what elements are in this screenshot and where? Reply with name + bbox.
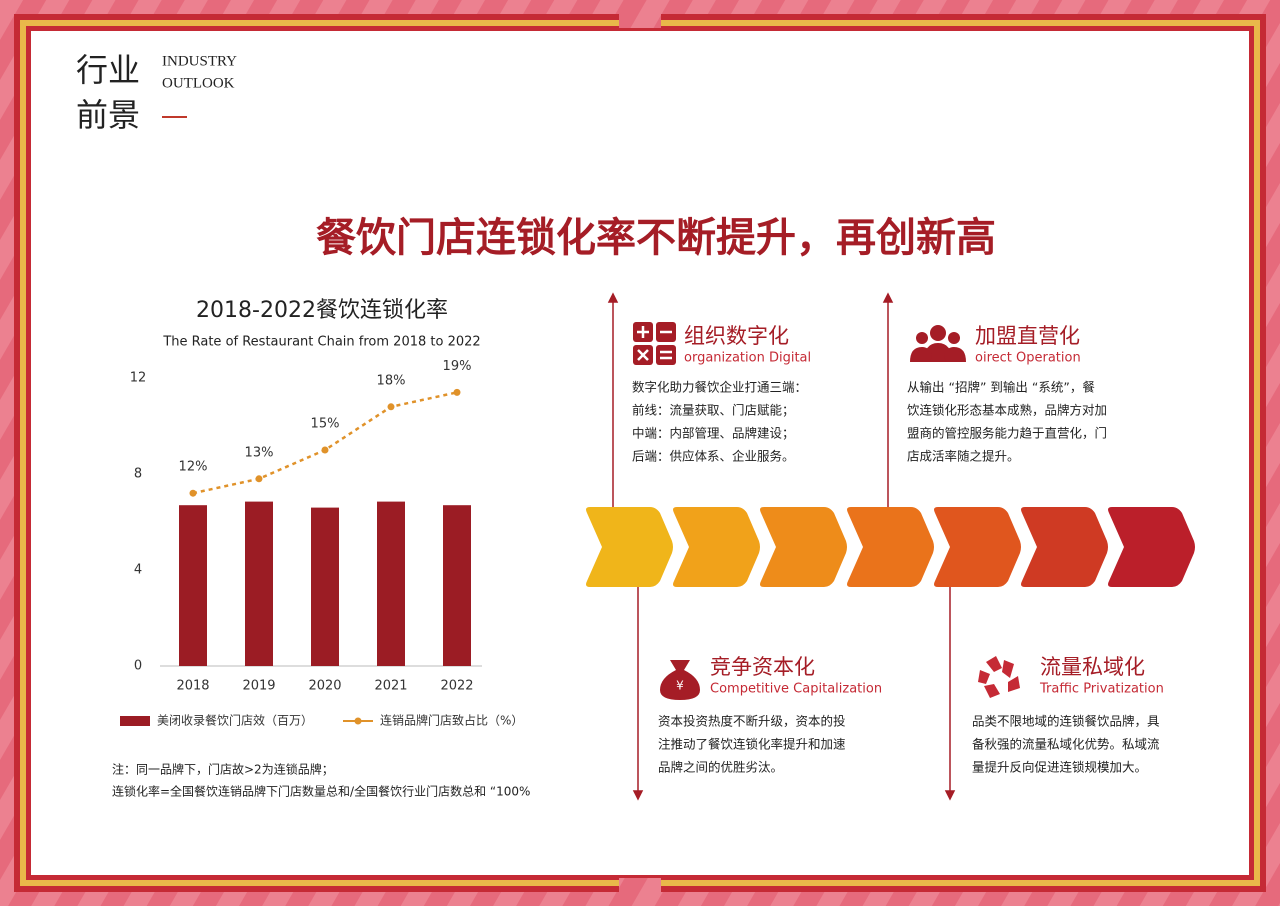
note: 连锁化率=全国餐饮连销品牌下门店数量总和/全国餐饮行业门店数总和 “100%	[112, 784, 530, 799]
step-text: 资本投资热度不断升级，资本的投	[658, 714, 846, 729]
chart-subtitle: The Rate of Restaurant Chain from 2018 t…	[162, 335, 480, 350]
step-text: 备秋强的流量私域化优势。私域流	[972, 737, 1160, 752]
chevron	[1021, 507, 1108, 587]
y-tick-label: 0	[134, 659, 142, 674]
bar	[377, 501, 405, 666]
value-label: 18%	[377, 373, 406, 388]
step-subtitle: Traffic Privatization	[1039, 682, 1164, 697]
legend-swatch	[354, 717, 362, 725]
x-tick-label: 2018	[176, 679, 209, 694]
step-text: 品类不限地域的连锁餐饮品牌，具	[972, 714, 1160, 729]
step-subtitle: Competitive Capitalization	[710, 682, 882, 697]
line-point	[189, 489, 197, 497]
icon-traffic	[978, 656, 1020, 698]
icon-digital	[633, 322, 676, 365]
step-title: 加盟直营化	[975, 324, 1080, 348]
x-tick-label: 2019	[242, 679, 275, 694]
panel	[31, 31, 1249, 875]
step-text: 从输出 “招牌” 到输出 “系统”，餐	[907, 380, 1095, 395]
step-text: 饮连锁化形态基本成熟，品牌方对加	[907, 403, 1107, 418]
step-text: 量提升反向促进连锁规模加大。	[972, 760, 1147, 775]
legend-swatch	[120, 716, 150, 726]
step-text: 品牌之间的优胜劣汰。	[658, 760, 783, 775]
step-text: 后端：供应体系、企业服务。	[632, 449, 795, 464]
connectors	[607, 292, 956, 801]
y-tick-label: 12	[130, 371, 147, 386]
step-text: 店成活率随之提升。	[907, 449, 1020, 464]
y-tick-label: 8	[134, 467, 142, 482]
step-subtitle: oirect Operation	[975, 351, 1081, 366]
legend-label: 美闭收录餐饮门店效（百万）	[157, 713, 313, 728]
step-text: 盟商的管控服务能力趋于直营化，门	[907, 426, 1107, 441]
fold-top	[619, 14, 661, 28]
x-tick-label: 2022	[440, 679, 473, 694]
chevron	[586, 507, 673, 587]
step-text: 前线：流量获取、门店赋能；	[632, 403, 795, 418]
chevrons	[586, 507, 1195, 587]
bar	[311, 507, 339, 666]
step-text: 注推动了餐饮连锁化率提升和加速	[658, 737, 846, 752]
y-tick-label: 4	[134, 563, 142, 578]
chart-title: 2018-2022餐饮连锁化率	[196, 298, 448, 323]
header-subtitle: OUTLOOK	[162, 75, 235, 91]
bar	[245, 501, 273, 666]
chevron	[1108, 507, 1195, 587]
svg-text:¥: ¥	[676, 679, 684, 693]
step-text: 数字化助力餐饮企业打通三端：	[632, 380, 807, 395]
icon-operation	[910, 325, 966, 362]
step-title: 流量私域化	[1040, 655, 1145, 679]
value-label: 12%	[179, 460, 208, 475]
icon-capital: ¥	[660, 660, 700, 700]
arrow	[882, 292, 894, 303]
x-tick-label: 2020	[308, 679, 341, 694]
bar	[443, 505, 471, 666]
chevron	[847, 507, 934, 587]
header-title: 行业	[76, 51, 140, 89]
legend-label: 连销品牌门店致占比（%）	[380, 713, 523, 728]
value-label: 15%	[311, 417, 340, 432]
chevron	[760, 507, 847, 587]
header-subtitle: INDUSTRY	[162, 53, 237, 69]
fold-bottom	[619, 878, 661, 892]
arrow	[607, 292, 619, 303]
step-subtitle: organization Digital	[684, 351, 811, 366]
line-point	[255, 475, 263, 483]
header-title: 前景	[76, 96, 140, 134]
line-point	[321, 446, 329, 454]
chevron	[934, 507, 1021, 587]
step-text: 中端：内部管理、品牌建设；	[632, 426, 795, 441]
line-point	[387, 403, 395, 411]
step-title: 竞争资本化	[710, 655, 815, 679]
x-tick-label: 2021	[374, 679, 407, 694]
step-title: 组织数字化	[684, 324, 789, 348]
chevron	[673, 507, 760, 587]
arrow	[632, 790, 644, 801]
line-point	[453, 388, 461, 396]
headline: 餐饮门店连锁化率不断提升，再创新高	[316, 215, 996, 261]
value-label: 13%	[245, 445, 274, 460]
value-label: 19%	[443, 359, 472, 374]
bar	[179, 505, 207, 666]
note: 注：同一品牌下，门店故>2为连锁品牌；	[112, 762, 334, 777]
arrow	[944, 790, 956, 801]
